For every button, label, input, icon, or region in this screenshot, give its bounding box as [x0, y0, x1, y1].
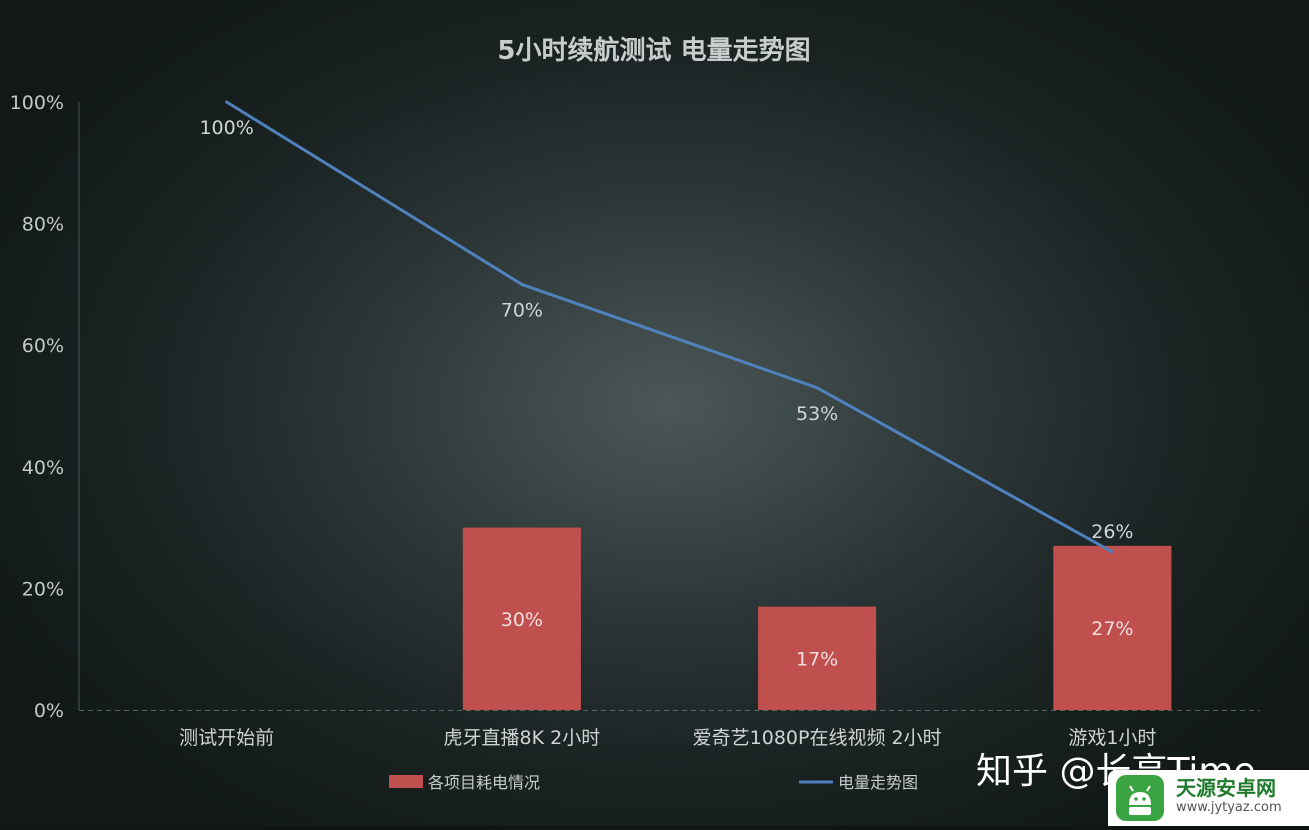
line-point: [815, 386, 819, 390]
y-axis-ticks: 0% 20% 40% 60% 80% 100%: [10, 92, 64, 722]
y-tick-label: 0%: [34, 700, 64, 722]
bar: [758, 606, 877, 710]
line-data-label: 26%: [1091, 521, 1133, 543]
chart-title: 5小时续航测试 电量走势图: [497, 35, 810, 66]
x-axis-ticks: 测试开始前 虎牙直播8K 2小时 爱奇艺1080P在线视频 2小时 游戏1小时: [179, 727, 1156, 749]
y-tick-label: 20%: [22, 578, 64, 600]
site-badge-name: 天源安卓网: [1176, 776, 1276, 800]
line-point: [520, 282, 524, 286]
legend-label-bars: 各项目耗电情况: [428, 773, 540, 792]
bar-series: 30% 17% 27%: [462, 527, 1172, 710]
android-logo-icon: [1116, 775, 1164, 821]
site-badge-url: www.jytyaz.com: [1176, 800, 1282, 815]
line-data-label: 53%: [796, 403, 838, 425]
line-data-label: 100%: [199, 117, 253, 139]
line-path: [225, 100, 1114, 554]
x-tick-label: 爱奇艺1080P在线视频 2小时: [693, 727, 942, 749]
bar: [1053, 545, 1172, 710]
y-tick-label: 60%: [22, 335, 64, 357]
x-tick-label: 测试开始前: [179, 727, 274, 749]
y-tick-label: 40%: [22, 457, 64, 479]
x-tick-label: 游戏1小时: [1068, 727, 1156, 749]
line-point: [225, 100, 229, 104]
site-badge: 天源安卓网 www.jytyaz.com: [1108, 770, 1309, 826]
line-point: [1110, 550, 1114, 554]
bar: [462, 527, 581, 710]
line-series: 100% 70% 53% 26%: [199, 100, 1133, 554]
line-data-label: 70%: [501, 299, 543, 321]
bar-data-label: 30%: [501, 609, 543, 631]
bar-data-label: 27%: [1091, 618, 1133, 640]
bar-data-label: 17%: [796, 648, 838, 670]
legend-label-line: 电量走势图: [838, 773, 918, 792]
y-tick-label: 100%: [10, 92, 64, 114]
x-tick-label: 虎牙直播8K 2小时: [444, 727, 601, 749]
legend-swatch-bars: [389, 775, 423, 788]
legend: 各项目耗电情况 电量走势图: [389, 773, 918, 792]
y-tick-label: 80%: [22, 214, 64, 236]
